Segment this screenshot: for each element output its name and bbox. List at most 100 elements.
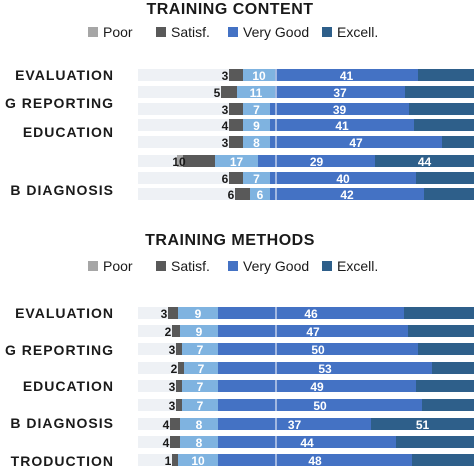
bar-segment: [182, 399, 218, 411]
bar-segment: [182, 380, 218, 392]
data-label: 41: [340, 69, 354, 83]
bar-segment: [404, 307, 474, 319]
bar-segment: [218, 325, 408, 337]
bar-segment: [229, 69, 243, 81]
data-label: 3: [169, 343, 176, 357]
data-label: 47: [306, 325, 320, 339]
bar-segment: [270, 172, 416, 184]
bar-segment: [270, 136, 442, 148]
data-label: 3: [169, 399, 176, 413]
data-label: 48: [308, 454, 322, 468]
bar-segment: [258, 155, 375, 167]
legend-label: Satisf.: [171, 258, 210, 274]
legend-swatch: [88, 261, 98, 271]
data-label: 51: [416, 418, 430, 432]
data-label: 42: [340, 188, 354, 202]
data-label: 4: [222, 119, 229, 133]
data-label: 53: [318, 362, 332, 376]
bar-segment: [178, 454, 218, 466]
data-label: 10: [252, 69, 266, 83]
bar-segment: [424, 188, 474, 200]
bar-segment: [371, 418, 474, 430]
data-label: 7: [253, 103, 260, 117]
bar-segment: [176, 399, 182, 411]
data-label: 8: [196, 436, 203, 450]
category-label: B DIAGNOSIS: [10, 182, 114, 198]
legend-label: Very Good: [243, 24, 309, 40]
bar-segment: [182, 343, 218, 355]
data-label: 41: [335, 119, 349, 133]
data-label: 5: [214, 86, 221, 100]
chart-title: TRAINING METHODS: [145, 232, 315, 249]
bar-segment: [218, 343, 418, 355]
legend-label: Very Good: [243, 258, 309, 274]
bar-segment: [178, 362, 184, 374]
legend-swatch: [228, 261, 238, 271]
bar-segment: [229, 172, 243, 184]
legend-swatch: [322, 27, 332, 37]
bar-segment: [275, 69, 418, 81]
bar-segment: [250, 188, 270, 200]
bar-segment: [414, 119, 474, 131]
category-label: EDUCATION: [23, 378, 114, 394]
data-label: 47: [349, 136, 363, 150]
data-label: 10: [191, 454, 205, 468]
data-label: 44: [300, 436, 314, 450]
data-label: 37: [288, 418, 302, 432]
data-label: 9: [253, 119, 260, 133]
data-label: 3: [222, 103, 229, 117]
data-label: 3: [222, 136, 229, 150]
data-label: 17: [230, 155, 244, 169]
data-label: 3: [169, 380, 176, 394]
bar-segment: [418, 343, 474, 355]
data-label: 9: [195, 307, 202, 321]
legend-label: Excell.: [337, 24, 378, 40]
data-label: 7: [197, 380, 204, 394]
data-label: 44: [418, 155, 432, 169]
data-label: 6: [228, 188, 235, 202]
bar-segment: [412, 454, 474, 466]
data-label: 7: [197, 343, 204, 357]
data-label: 4: [163, 436, 170, 450]
bar-segment: [416, 172, 474, 184]
data-label: 40: [336, 172, 350, 186]
legend-swatch: [322, 261, 332, 271]
bar-segment: [170, 436, 180, 448]
category-label: G REPORTING: [5, 342, 114, 358]
legend-swatch: [156, 261, 166, 271]
bar-segment: [180, 436, 218, 448]
bar-segment: [275, 86, 405, 98]
bar-segment: [396, 436, 474, 448]
bar-segment: [270, 188, 424, 200]
bar-segment: [243, 103, 270, 115]
bar-segment: [218, 362, 432, 374]
bar-segment: [375, 155, 474, 167]
bar-segment: [176, 343, 182, 355]
data-label: 8: [253, 136, 260, 150]
bar-segment: [408, 325, 474, 337]
legend-swatch: [228, 27, 238, 37]
bar-segment: [270, 103, 409, 115]
category-label: B DIAGNOSIS: [10, 415, 114, 431]
data-label: 7: [197, 399, 204, 413]
data-label: 46: [304, 307, 318, 321]
legend-swatch: [156, 27, 166, 37]
bar-segment: [418, 69, 474, 81]
bar-segment: [432, 362, 474, 374]
data-label: 7: [253, 172, 260, 186]
bar-segment: [270, 119, 414, 131]
bar-segment: [215, 155, 258, 167]
bar-segment: [180, 325, 218, 337]
bar-segment: [170, 418, 180, 430]
data-label: 49: [310, 380, 324, 394]
bar-segment: [180, 418, 218, 430]
bar-segment: [229, 136, 243, 148]
bar-segment: [409, 103, 474, 115]
bar-segment: [229, 103, 243, 115]
data-label: 37: [333, 86, 347, 100]
bar-segment: [176, 380, 182, 392]
data-label: 10: [172, 155, 186, 169]
bar-segment: [243, 172, 270, 184]
bar-segment: [172, 325, 180, 337]
